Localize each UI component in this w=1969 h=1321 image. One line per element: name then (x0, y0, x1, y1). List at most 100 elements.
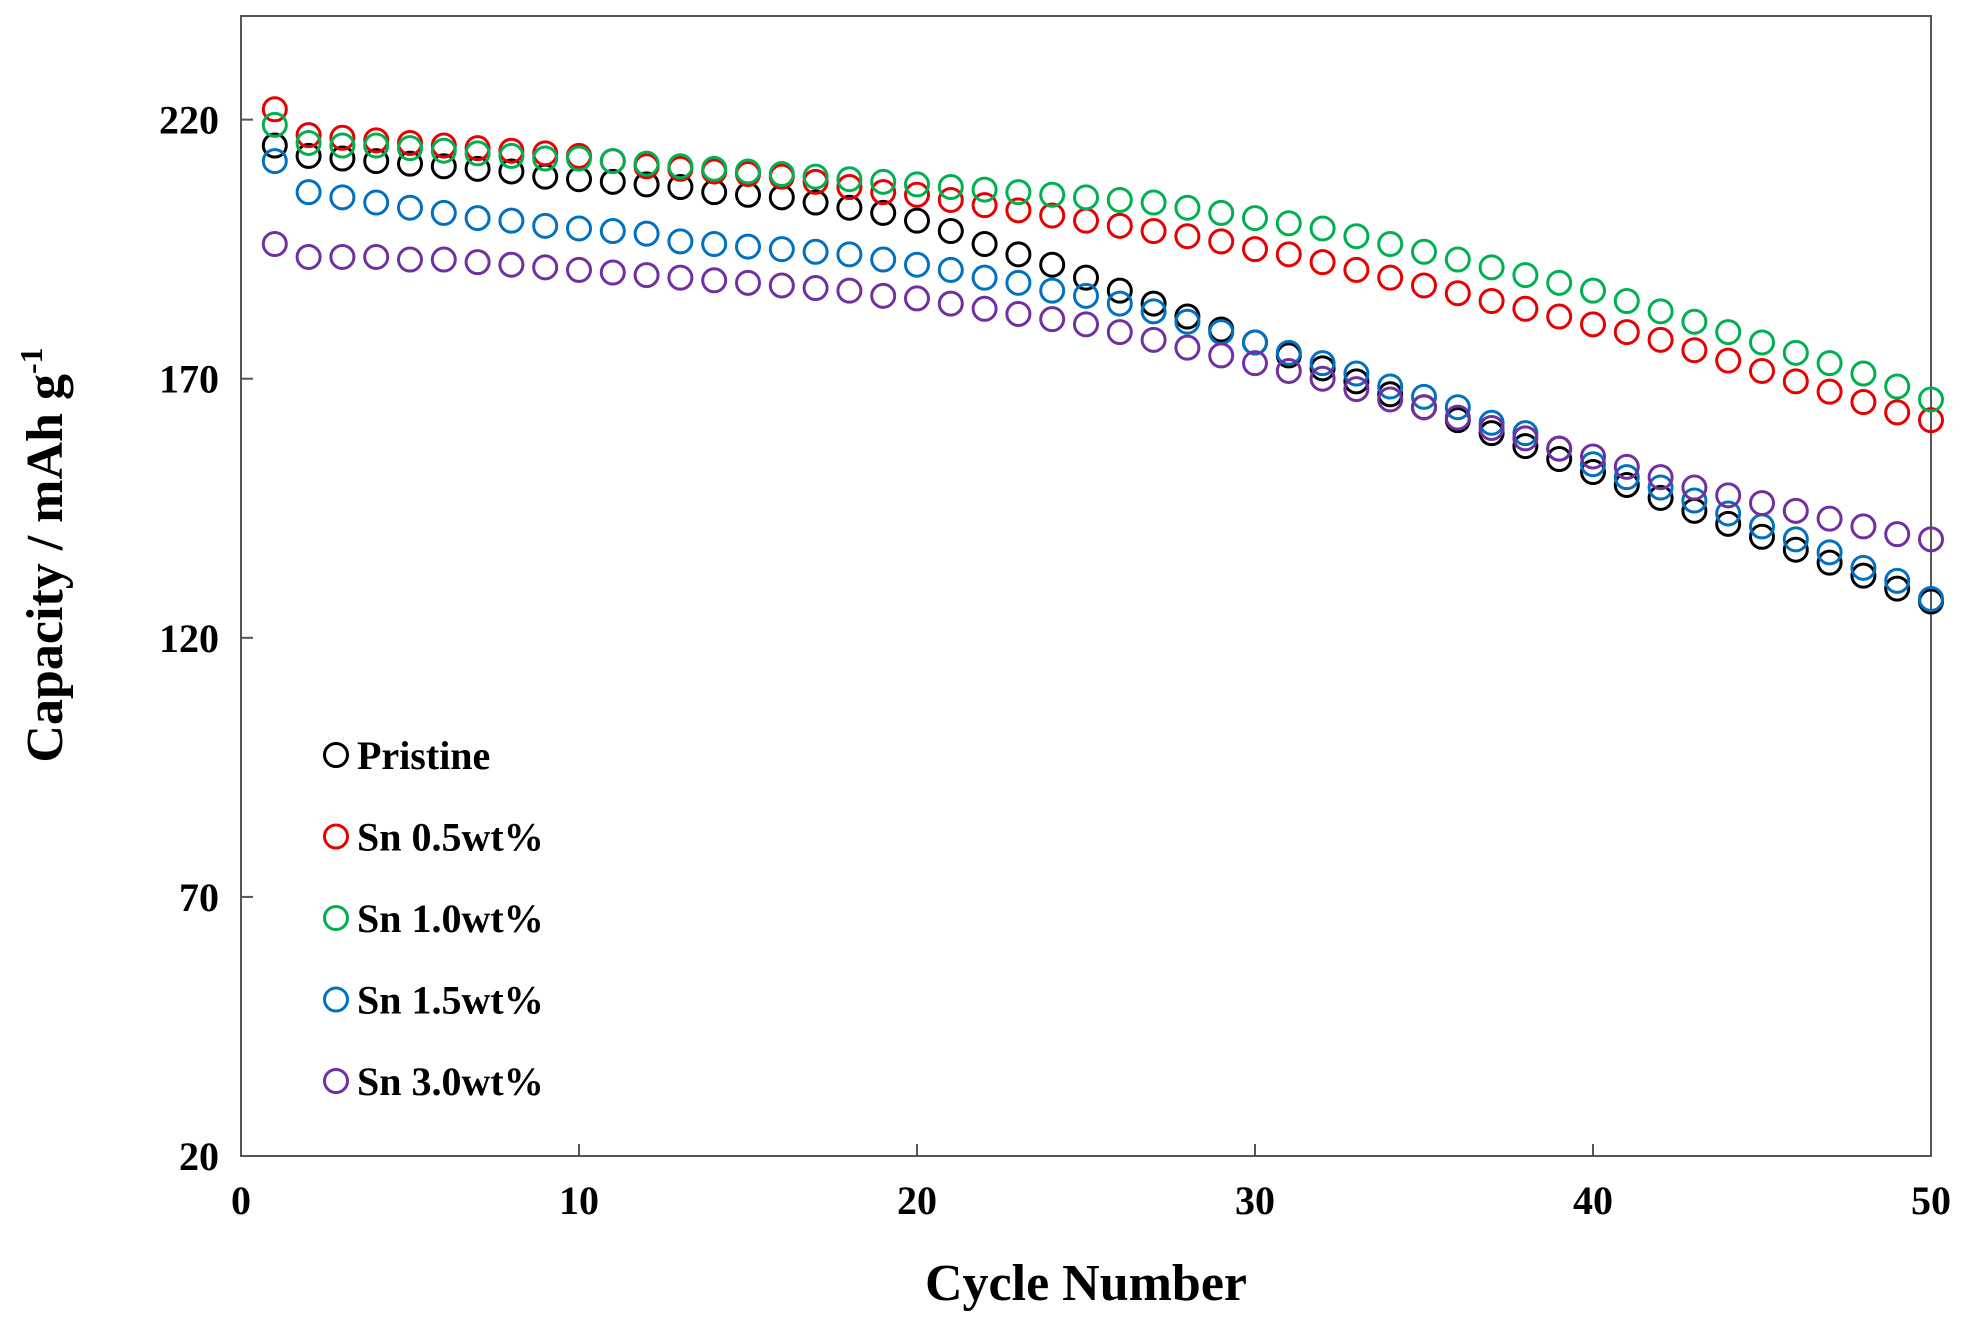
data-point (836, 277, 863, 304)
data-point (1546, 435, 1573, 462)
data-point (430, 137, 457, 164)
data-point (836, 241, 863, 268)
data-point (1749, 357, 1775, 384)
data-point (1918, 526, 1944, 553)
data-point (937, 174, 964, 200)
data-point (1884, 567, 1911, 594)
series-sn-1-0wt- (261, 111, 1944, 413)
data-point (1309, 249, 1336, 276)
data-point (1918, 407, 1944, 434)
y-tick-label: 120 (159, 616, 219, 661)
data-point (836, 166, 863, 193)
x-axis-ticks: 0 10 20 30 40 50 (231, 1144, 1951, 1223)
data-point (836, 174, 863, 200)
data-point (1005, 300, 1032, 327)
data-point (1411, 394, 1437, 421)
series-pristine (261, 132, 1944, 615)
data-point (1073, 184, 1099, 211)
data-point (1377, 231, 1404, 257)
legend-label: Sn 1.0wt% (357, 896, 544, 941)
data-point (1005, 179, 1032, 206)
data-point (397, 194, 423, 221)
data-point (363, 132, 390, 159)
data-point (937, 186, 964, 213)
data-point (1377, 264, 1404, 291)
data-point (633, 171, 660, 198)
data-point (1512, 295, 1539, 322)
data-point (971, 231, 998, 257)
data-point (1715, 510, 1742, 537)
data-point (904, 285, 930, 312)
data-point (768, 161, 795, 188)
series-sn-0-5wt- (261, 96, 1944, 434)
data-point (1309, 215, 1336, 242)
data-point (937, 290, 964, 317)
data-point (464, 140, 491, 167)
data-point (1444, 394, 1471, 421)
data-point (1681, 474, 1708, 501)
data-point (295, 179, 322, 206)
data-point (599, 259, 626, 286)
data-point (1580, 459, 1606, 485)
data-point (498, 142, 525, 169)
data-point (1411, 272, 1437, 299)
data-point (1816, 350, 1843, 377)
data-point (1411, 238, 1437, 265)
y-axis-ticks: 20 70 120 170 220 (159, 98, 253, 1179)
data-point (1546, 446, 1573, 473)
data-point (464, 205, 491, 232)
data-point (768, 272, 795, 299)
data-point (971, 264, 998, 291)
data-point (633, 220, 660, 247)
data-point (599, 168, 626, 195)
data-point (735, 158, 761, 185)
data-point (904, 181, 930, 208)
data-point (397, 246, 423, 273)
data-point (1918, 585, 1944, 612)
data-point (1106, 319, 1133, 346)
data-point (464, 249, 491, 276)
data-point (1106, 290, 1133, 317)
data-point (397, 150, 423, 177)
data-point (1749, 329, 1775, 356)
data-point (1613, 453, 1640, 480)
data-point (295, 122, 322, 149)
data-point (1512, 262, 1539, 289)
data-point (1512, 433, 1539, 460)
data-point (1647, 298, 1674, 325)
legend-marker (323, 823, 349, 850)
data-point (1005, 241, 1032, 268)
data-point (701, 231, 728, 257)
y-tick-label: 220 (159, 98, 219, 143)
data-point (1681, 487, 1708, 514)
legend-marker (323, 1068, 349, 1094)
data-point (1681, 337, 1708, 364)
data-point (1073, 264, 1099, 291)
data-point (1647, 474, 1674, 501)
legend-label: Pristine (357, 733, 490, 778)
data-point (1242, 205, 1268, 232)
data-point (498, 158, 525, 185)
y-axis-title: Capacity / mAh g-1 (13, 347, 74, 762)
data-point (1850, 554, 1877, 581)
data-point (1174, 194, 1201, 221)
data-point (1174, 308, 1201, 335)
data-point (295, 243, 322, 270)
data-point (667, 174, 694, 200)
data-point (1140, 326, 1167, 353)
data-point (498, 251, 525, 278)
data-point (261, 111, 288, 138)
data-point (329, 145, 356, 172)
data-point (363, 148, 390, 175)
data-point (802, 275, 829, 302)
y-tick-label: 170 (159, 357, 219, 402)
data-point (667, 264, 694, 291)
data-point (836, 194, 863, 221)
data-point (430, 153, 457, 180)
data-point (1411, 383, 1437, 410)
data-point (1208, 228, 1235, 255)
data-point (1613, 288, 1640, 314)
data-point (1444, 246, 1471, 273)
data-point (566, 215, 592, 242)
